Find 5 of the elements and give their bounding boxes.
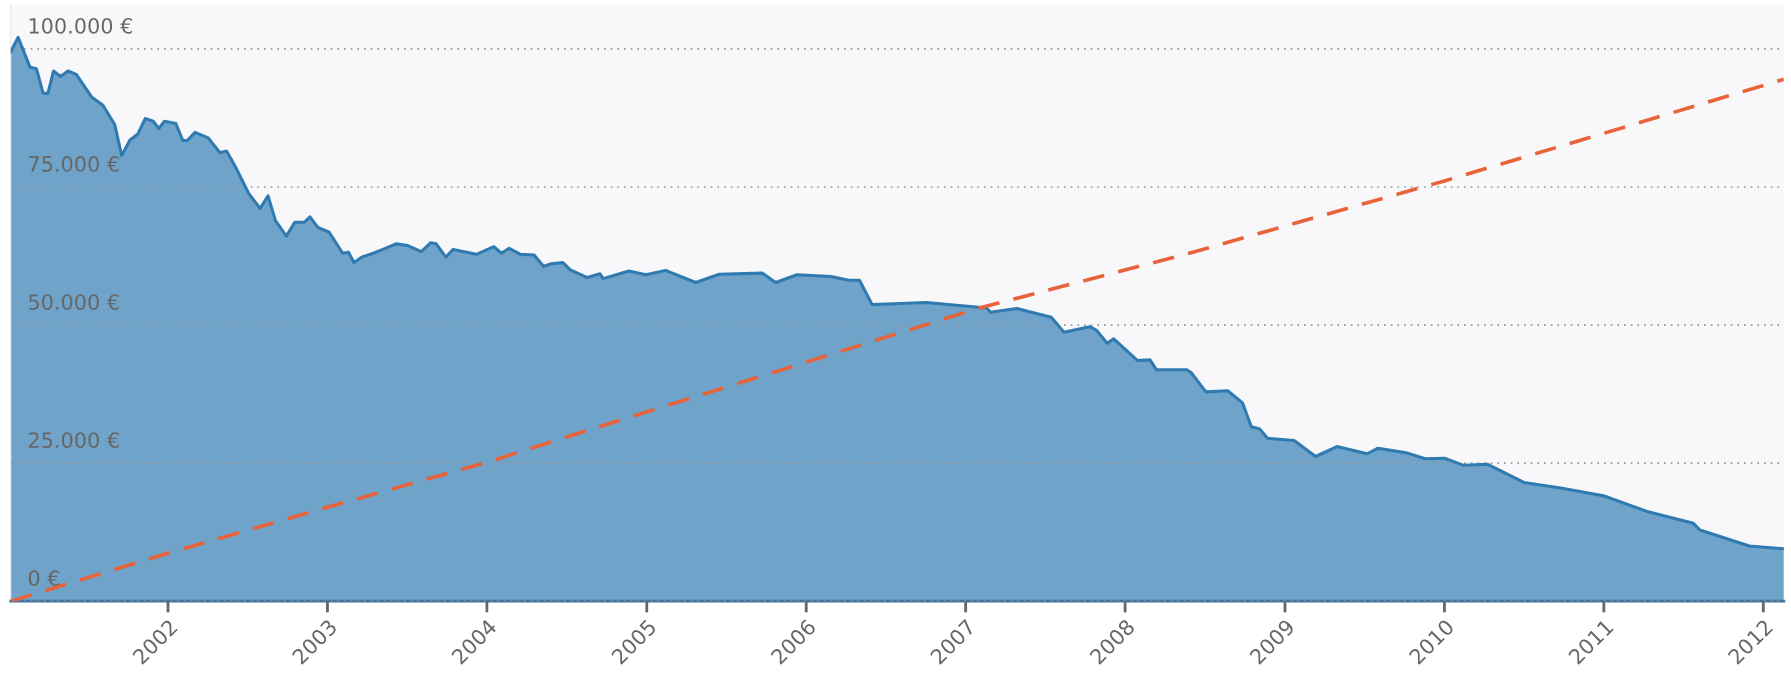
y-tick-label: 0 € [28,570,60,587]
y-tick-label: 25.000 € [28,432,119,448]
y-tick-label: 100.000 € [29,18,133,34]
y-tick-label: 75.000 € [29,156,119,172]
y-tick-label: 50.000 € [29,294,119,310]
